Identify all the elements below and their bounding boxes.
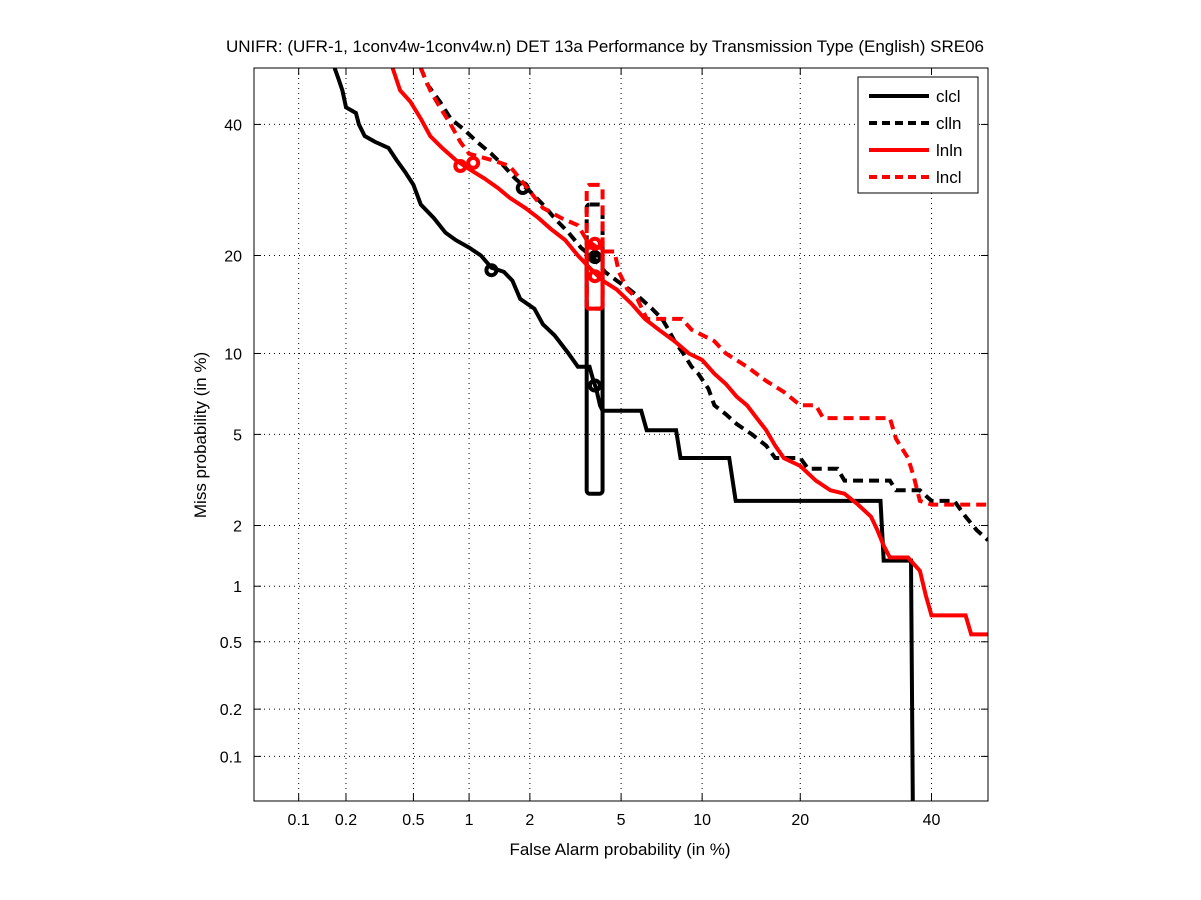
y-tick-label: 1	[233, 579, 242, 596]
operating-point-marker-lnln	[466, 155, 481, 170]
y-tick-label: 0.5	[220, 635, 242, 652]
x-tick-label: 0.2	[335, 812, 357, 829]
y-tick-label: 20	[224, 248, 242, 265]
series-line-lnln	[390, 68, 988, 637]
operating-point-marker-lnln	[587, 269, 602, 284]
operating-point-marker-lncl	[587, 236, 602, 251]
x-tick-label: 20	[791, 812, 809, 829]
series-group	[332, 68, 988, 801]
x-tick-label: 1	[465, 812, 474, 829]
operating-point-marker-clcl	[587, 378, 602, 393]
legend-label-clln: clln	[936, 114, 962, 133]
grid	[254, 68, 988, 801]
x-axis-title: False Alarm probability (in %)	[509, 840, 730, 859]
operating-point-marker-lnln	[453, 158, 468, 173]
y-tick-label: 5	[233, 427, 242, 444]
ticks: 0.1 0.2 0.5 1 2 5 10 20 40 0.1 0.2 0.5 1 2 5 10 20 40	[220, 68, 988, 829]
y-tick-label: 40	[224, 117, 242, 134]
y-tick-label: 10	[224, 346, 242, 363]
chart-title: UNIFR: (UFR-1, 1conv4w-1conv4w.n) DET 13…	[226, 37, 984, 56]
operating-point-marker-clcl	[484, 263, 499, 278]
legend-label-clcl: clcl	[936, 87, 961, 106]
operating-point-marker-clln	[587, 250, 602, 265]
confidence-box-lncl	[584, 182, 605, 311]
y-axis-title: Miss probability (in %)	[191, 352, 210, 518]
legend: clcl clln lnln lncl	[857, 76, 979, 194]
y-tick-label: 2	[233, 518, 242, 535]
legend-label-lnln: lnln	[936, 141, 962, 160]
x-tick-label: 0.5	[402, 812, 424, 829]
series-line-lncl	[418, 68, 988, 507]
x-tick-label: 2	[525, 812, 534, 829]
y-tick-label: 0.1	[220, 749, 242, 766]
x-tick-label: 40	[923, 812, 941, 829]
x-tick-label: 0.1	[288, 812, 310, 829]
y-tick-label: 0.2	[220, 702, 242, 719]
x-tick-label: 10	[693, 812, 711, 829]
series-line-clcl	[332, 68, 915, 801]
legend-label-lncl: lncl	[936, 168, 962, 187]
x-tick-label: 5	[617, 812, 626, 829]
confidence-box-clcl	[584, 253, 605, 496]
